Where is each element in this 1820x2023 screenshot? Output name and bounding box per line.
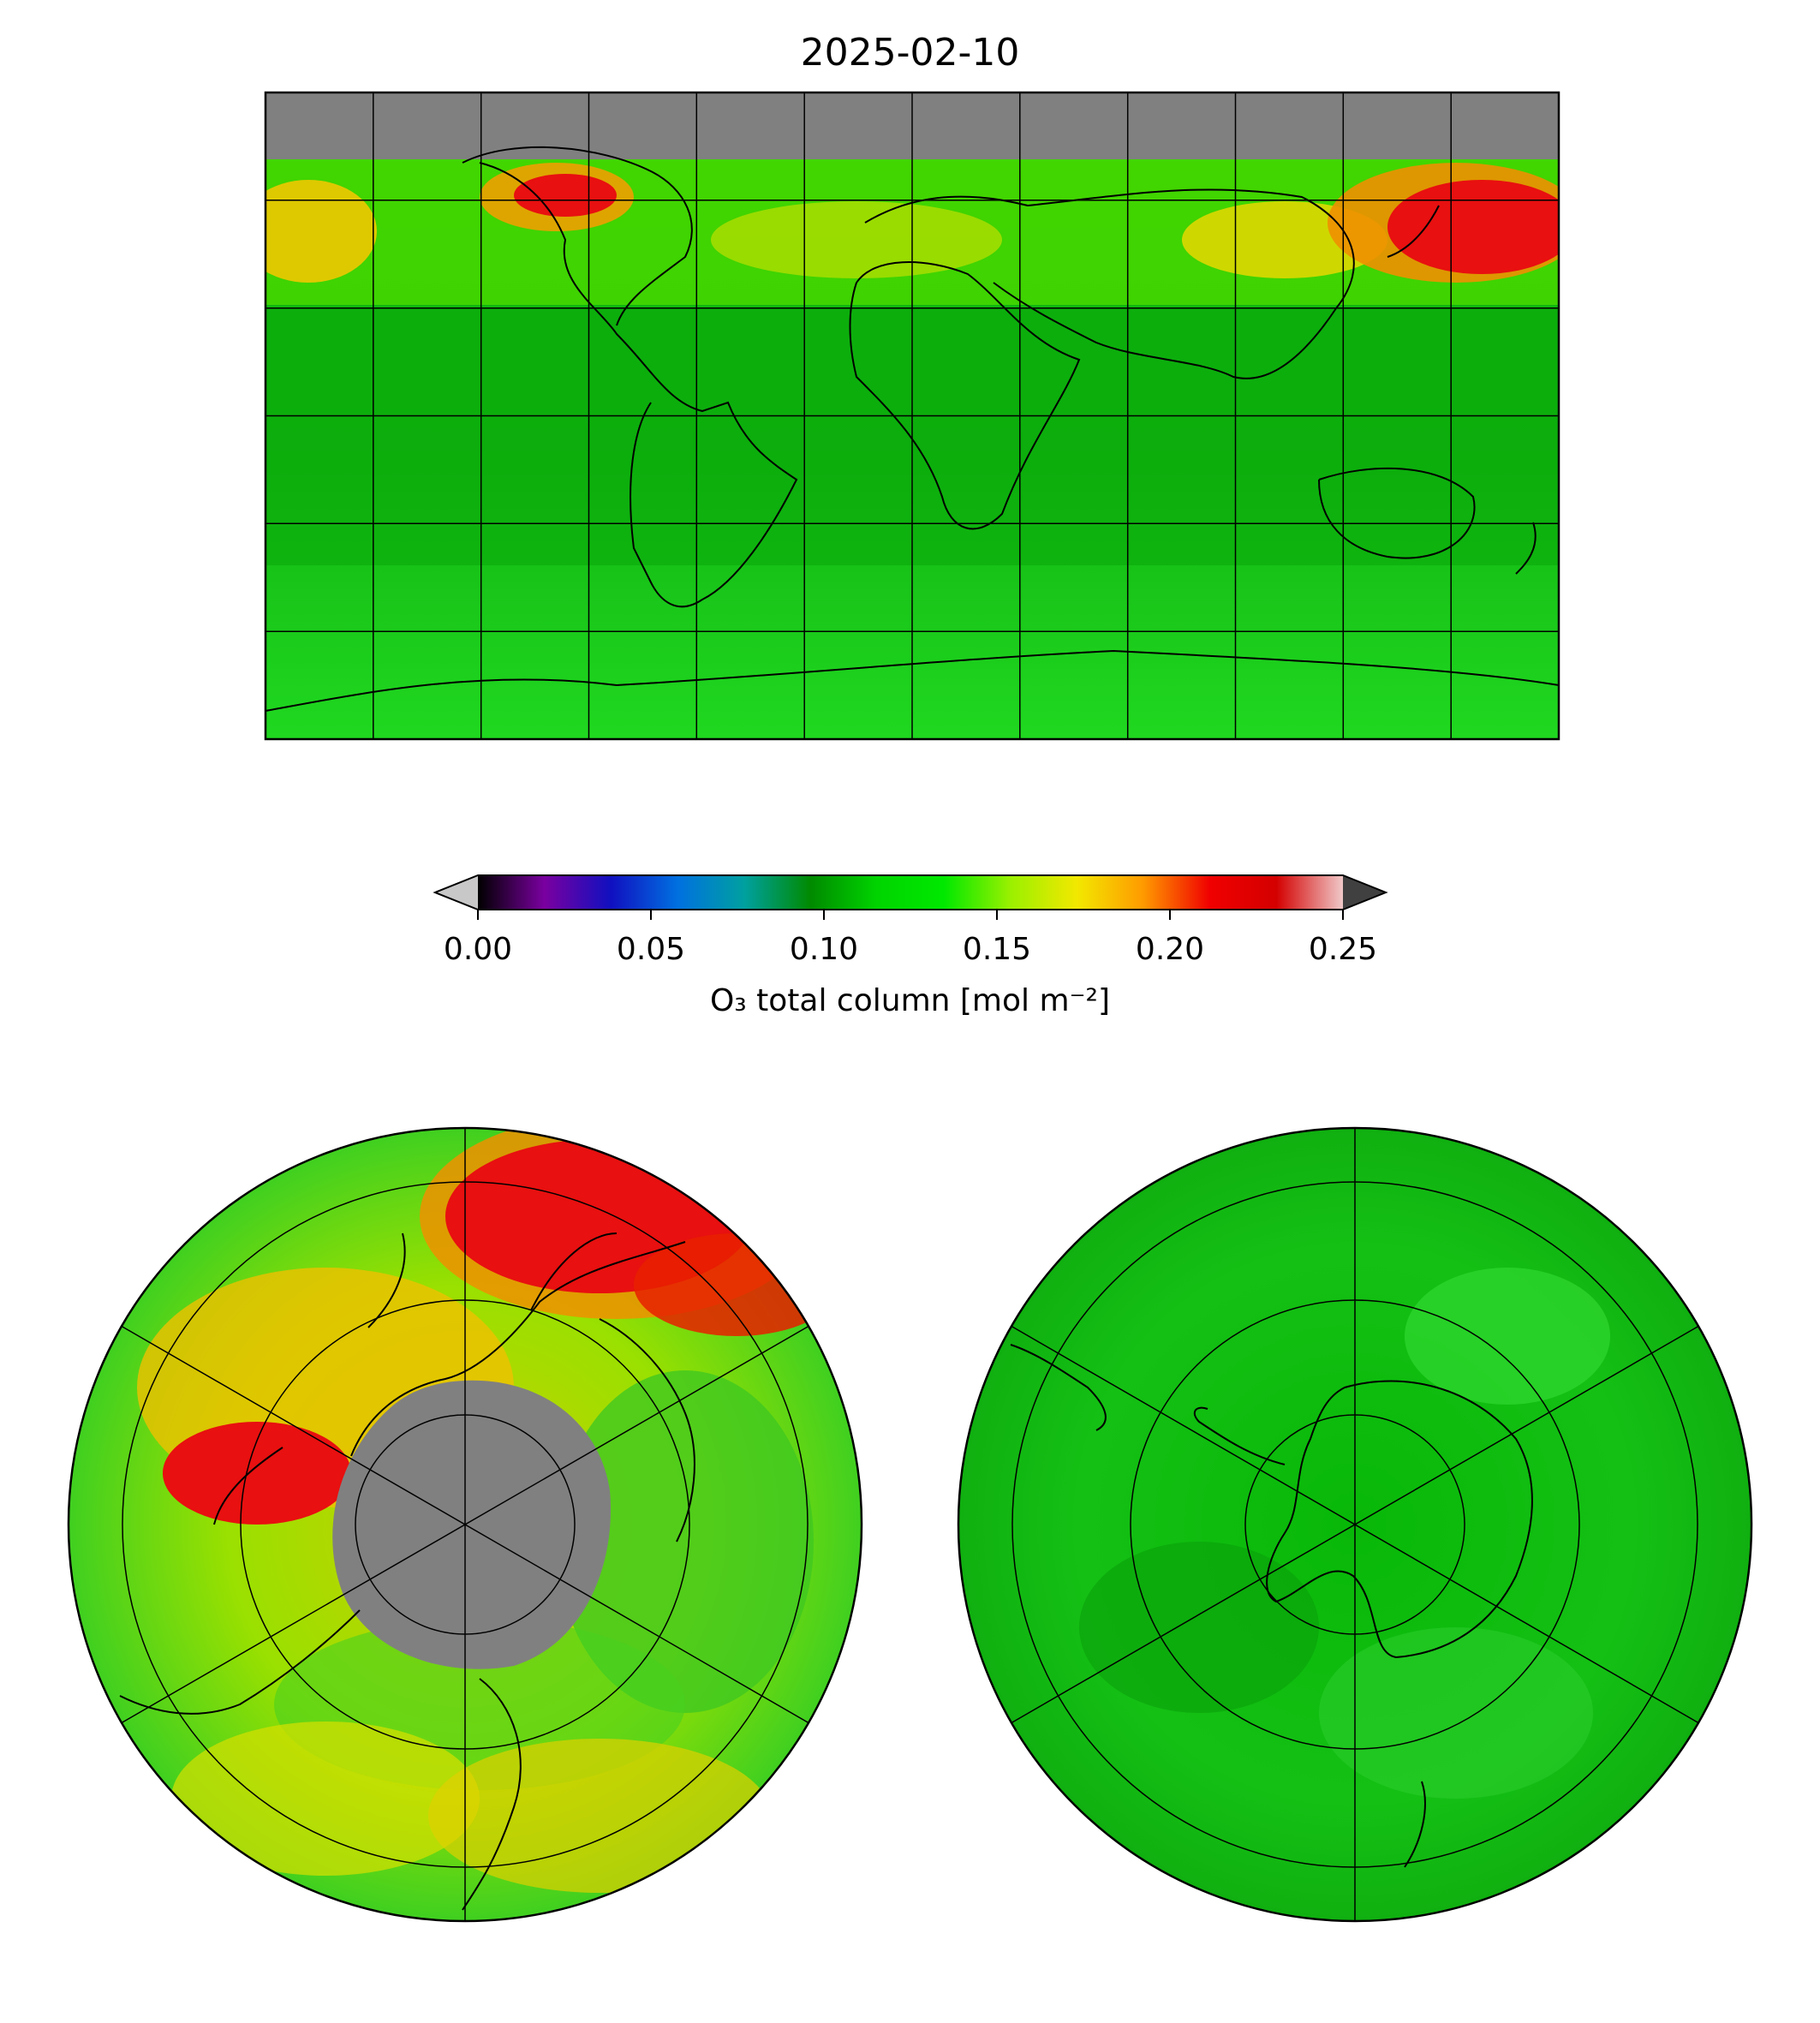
colorbar-gradient: [478, 875, 1343, 910]
global-map-frame: [264, 91, 1560, 741]
colorbar-under-extend: [435, 875, 478, 910]
south-coastlines: [1010, 1344, 1533, 1868]
south-map-frame: [957, 1126, 1753, 1923]
global-map: [264, 91, 1560, 741]
colorbar-tick-marks: [477, 910, 1344, 920]
north-ozone-maximum-west: [163, 1422, 351, 1525]
south-polar-map: [957, 1126, 1753, 1923]
colorbar-label: O₃ total column [mol m⁻²]: [709, 983, 1111, 1018]
global-ozone-maximum-asia: [1387, 180, 1559, 274]
north-coastlines: [119, 1232, 695, 1911]
colorbar-tick-label: 0.20: [1135, 932, 1205, 967]
north-missing-data-disc: [332, 1380, 612, 1669]
north-map-frame: [67, 1126, 863, 1923]
colorbar-tick-label: 0.25: [1308, 932, 1378, 967]
global-coastlines: [266, 146, 1559, 712]
colorbar-tick-label: 0.10: [789, 932, 859, 967]
south-gridlines: [1011, 1128, 1699, 1921]
colorbar-tick-label: 0.00: [443, 932, 513, 967]
colorbar-over-extend: [1343, 875, 1386, 910]
north-gridlines: [121, 1128, 809, 1921]
north-polar-map: [67, 1126, 863, 1923]
global-gridlines: [266, 92, 1559, 739]
figure-title: 2025-02-10: [800, 31, 1020, 75]
colorbar: [433, 874, 1388, 920]
colorbar-tick-label: 0.05: [616, 932, 686, 967]
global-ozone-maximum-america: [514, 174, 617, 217]
colorbar-tick-label: 0.15: [962, 932, 1032, 967]
